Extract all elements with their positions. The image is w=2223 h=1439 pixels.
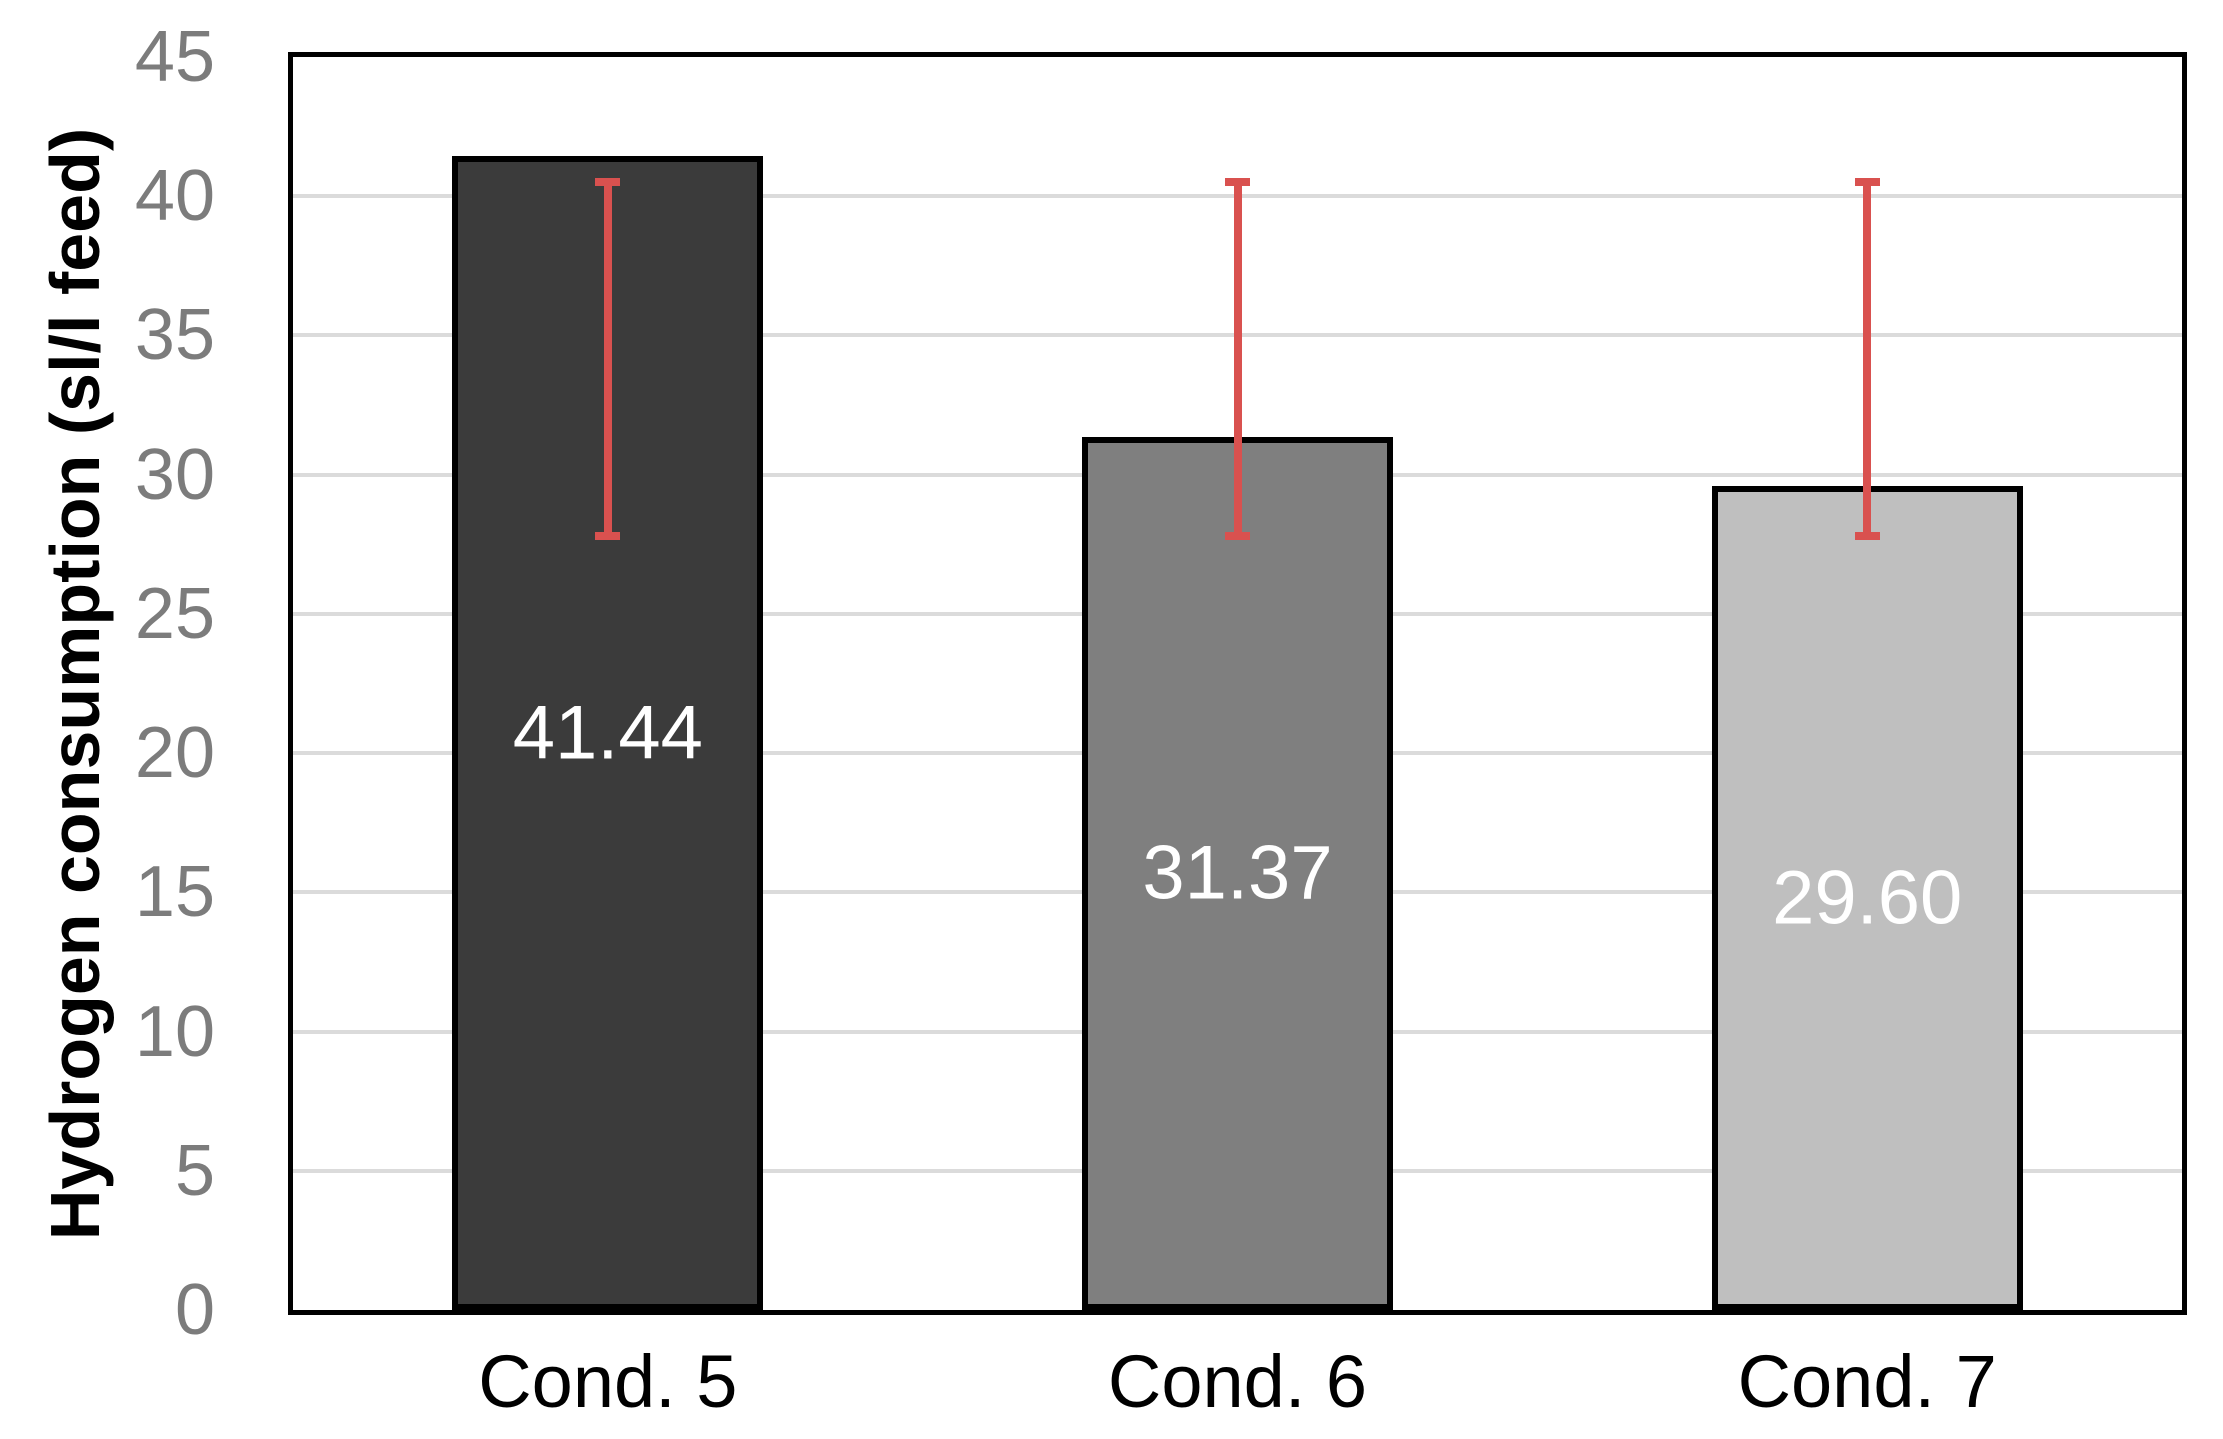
error-bar-cap-bottom (595, 531, 621, 540)
y-tick-label: 20 (134, 713, 215, 794)
bar-data-label: 31.37 (1142, 830, 1333, 916)
y-tick-label: 25 (134, 573, 215, 654)
bar-data-label: 41.44 (512, 690, 703, 776)
y-tick-label: 30 (134, 434, 215, 515)
error-bar-cap-bottom (1854, 531, 1880, 540)
y-tick-label: 5 (174, 1130, 215, 1211)
category-label: Cond. 6 (1107, 1340, 1368, 1423)
error-bar-line (1233, 182, 1242, 536)
category-label: Cond. 7 (1737, 1340, 1997, 1423)
category-label: Cond. 5 (478, 1340, 738, 1423)
y-tick-label: 10 (134, 991, 215, 1072)
error-bar-line (1863, 182, 1872, 536)
y-tick-label: 0 (174, 1270, 215, 1350)
y-tick-label: 15 (134, 852, 215, 933)
error-bar-cap-bottom (1225, 531, 1250, 540)
error-bar-cap-top (1225, 178, 1250, 187)
y-tick-label: 35 (134, 295, 215, 376)
y-tick-label: 40 (134, 156, 215, 237)
plot-frame (288, 52, 2187, 1315)
bar-data-label: 29.60 (1772, 855, 1963, 941)
error-bar-cap-top (1854, 178, 1880, 187)
bar (1711, 485, 2023, 1310)
error-bar-line (603, 182, 612, 536)
y-tick-label: 45 (134, 17, 215, 97)
error-bar-cap-top (595, 178, 621, 187)
y-axis-title: Hydrogen consumption (sl/l feed) (36, 127, 115, 1240)
y-axis-title-box: Hydrogen consumption (sl/l feed) (8, 57, 143, 1310)
